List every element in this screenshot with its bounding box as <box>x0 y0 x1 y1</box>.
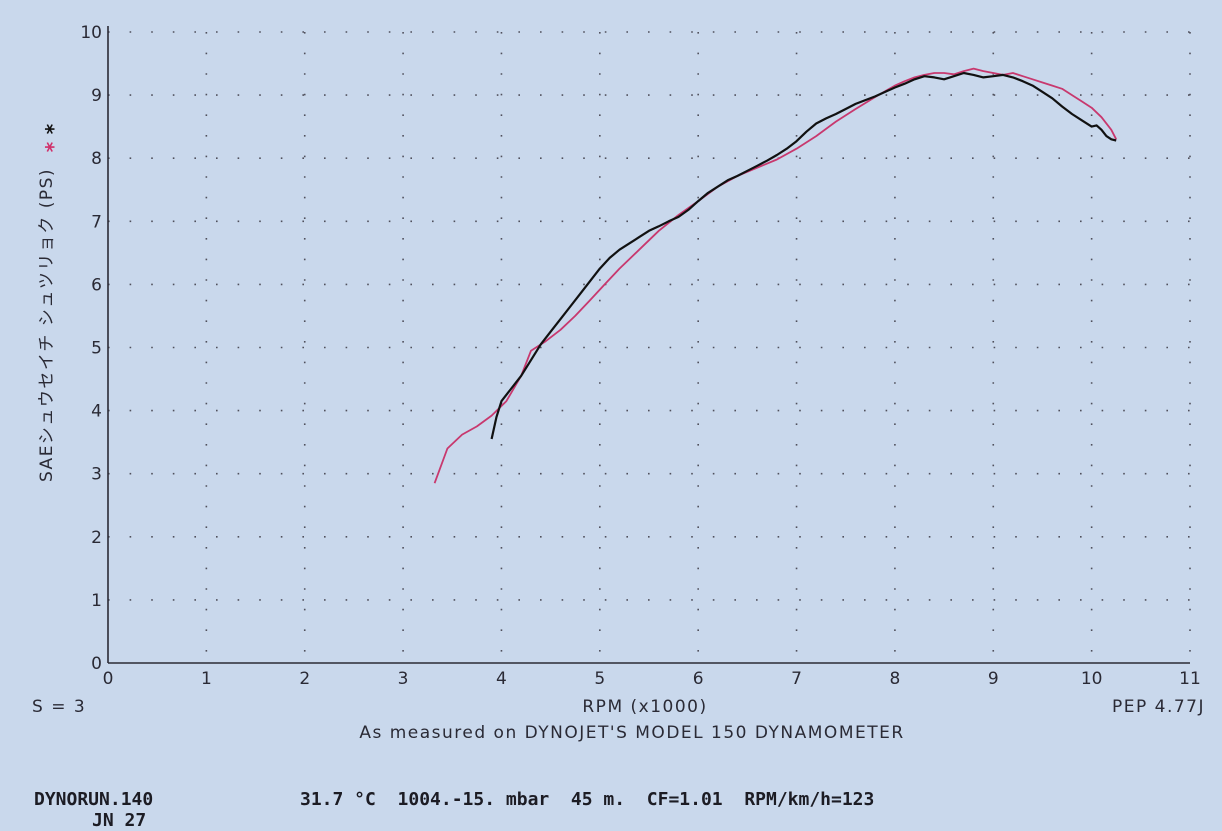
y-tick-label: 6 <box>91 275 102 295</box>
y-tick-label: 5 <box>91 339 102 359</box>
x-tick-label: 9 <box>988 669 999 689</box>
x-tick-label: 6 <box>693 669 704 689</box>
pep-label: PEP 4.77J <box>1112 697 1205 717</box>
legend-marker: * <box>41 123 65 134</box>
s-value-label: S = 3 <box>32 697 86 717</box>
x-tick-label: 7 <box>791 669 802 689</box>
series-line-1 <box>433 67 1117 484</box>
y-tick-label: 2 <box>91 528 102 548</box>
y-tick-label: 9 <box>91 86 102 106</box>
y-tick-label: 3 <box>91 465 102 485</box>
measured-note: As measured on DYNOJET'S MODEL 150 DYNAM… <box>359 723 904 743</box>
run-conditions: 31.7 °C 1004.-15. mbar 45 m. CF=1.01 RPM… <box>300 789 875 810</box>
x-tick-labels: 0 1 2 3 4 5 6 7 8 9 10 11 <box>103 669 1201 689</box>
run-file: DYNORUN.140 <box>34 789 154 810</box>
y-tick-labels: 0 1 2 3 4 5 6 7 8 9 10 <box>80 23 102 674</box>
y-tick-label: 8 <box>91 149 102 169</box>
series-line-2 <box>490 71 1117 440</box>
y-tick-label: 1 <box>91 591 102 611</box>
y-tick-label: 7 <box>91 212 102 232</box>
run-date: JN 27 <box>92 810 147 831</box>
x-tick-label: 4 <box>496 669 507 689</box>
y-axis-label: SAEシュウセイチ シュツリョク (PS) <box>37 168 57 482</box>
x-tick-label: 0 <box>103 669 114 689</box>
x-tick-label: 11 <box>1179 669 1201 689</box>
legend-marker: * <box>41 141 65 152</box>
y-tick-label: 10 <box>80 23 102 43</box>
x-axis-label: RPM (x1000) <box>582 697 707 717</box>
y-tick-label: 0 <box>91 654 102 674</box>
grid <box>108 31 1191 663</box>
x-tick-label: 10 <box>1081 669 1103 689</box>
y-tick-label: 4 <box>91 402 102 422</box>
legend-markers: ** <box>41 123 65 152</box>
x-tick-label: 5 <box>594 669 605 689</box>
x-tick-label: 2 <box>299 669 310 689</box>
x-tick-label: 1 <box>201 669 212 689</box>
x-tick-label: 3 <box>398 669 409 689</box>
series-lines <box>433 67 1117 484</box>
axes <box>107 26 1190 664</box>
x-tick-label: 8 <box>889 669 900 689</box>
